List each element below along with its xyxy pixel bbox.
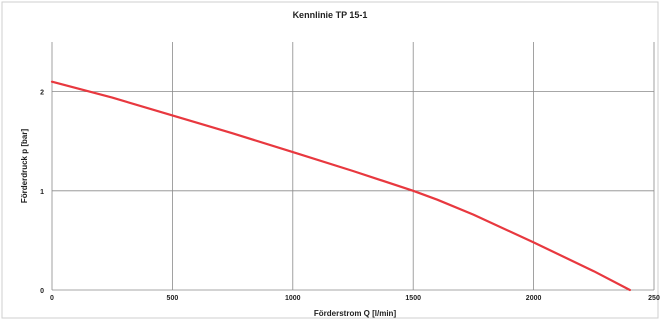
y-tick-labels: 0 1 2 [40,90,44,295]
x-tick-label: 250 [648,295,660,302]
y-tick-label: 1 [40,189,44,196]
x-tick-labels: 0 500 1000 1500 2000 250 [50,295,660,302]
x-tick-label: 1000 [285,295,301,302]
chart-title: Kennlinie TP 15-1 [293,10,368,20]
x-tick-label: 2000 [526,295,542,302]
x-axis-label: Förderstrom Q [l/min] [314,309,397,318]
y-tick-label: 0 [40,288,44,295]
x-tick-label: 0 [50,295,54,302]
y-axis-label: Förderdruck p [bar] [20,129,29,204]
x-tick-label: 500 [167,295,179,302]
x-tick-label: 1500 [405,295,421,302]
y-tick-label: 2 [40,90,44,97]
grid-lines [51,42,655,291]
series-layer [50,80,632,292]
series-line [50,80,632,292]
